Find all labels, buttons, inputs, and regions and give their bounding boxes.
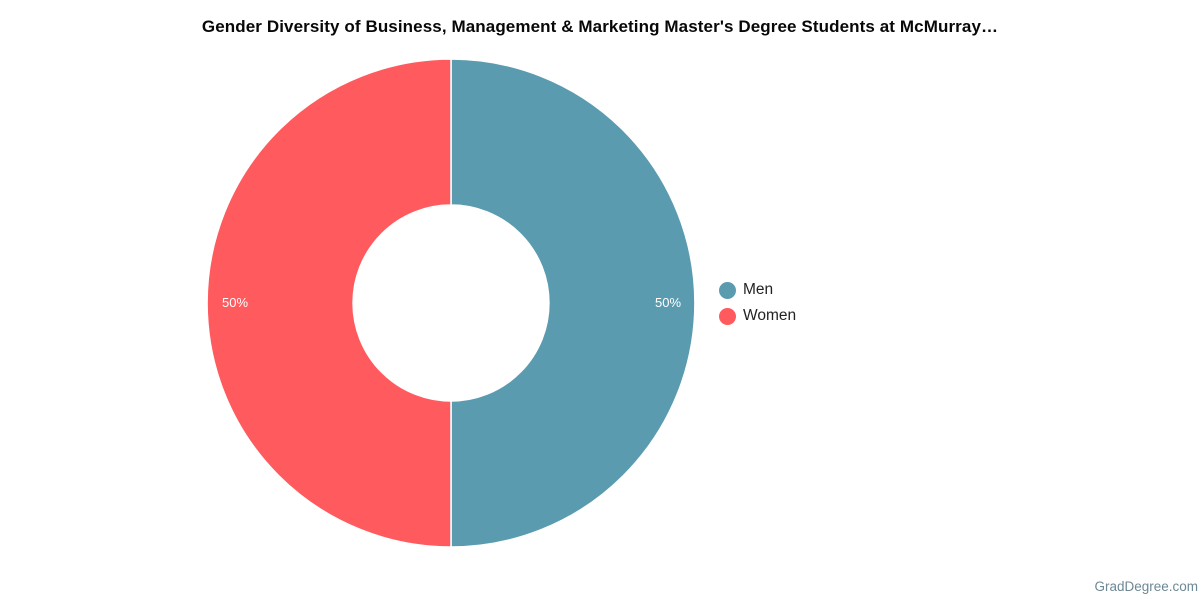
svg-text:50%: 50% <box>655 295 681 310</box>
svg-text:50%: 50% <box>222 295 248 310</box>
